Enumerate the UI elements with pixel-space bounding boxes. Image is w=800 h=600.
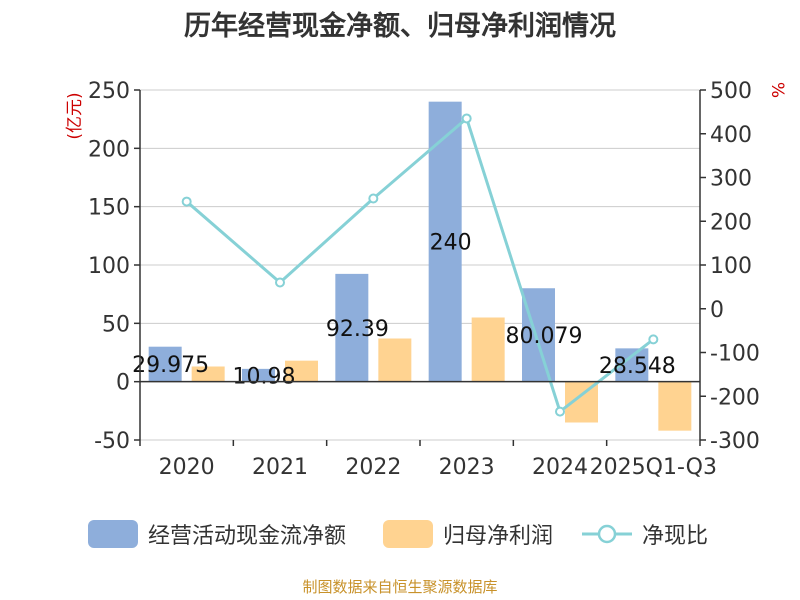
left-tick-label: 150 xyxy=(88,196,130,221)
legend-label-profit: 归母净利润 xyxy=(443,524,554,549)
bar-cash xyxy=(428,101,462,382)
bar-cash xyxy=(335,273,369,382)
legend-label-cash: 经营活动现金流净额 xyxy=(148,524,347,549)
legend: 经营活动现金流净额 归母净利润 净现比 xyxy=(0,518,800,552)
data-label-cash: 240 xyxy=(430,231,472,256)
bar-profit xyxy=(285,360,318,382)
legend-item-cash[interactable]: 经营活动现金流净额 xyxy=(88,518,346,550)
left-tick-label: 200 xyxy=(88,137,130,162)
right-tick-label: -200 xyxy=(710,385,760,410)
bars xyxy=(148,101,692,431)
right-tick-label: 100 xyxy=(710,254,752,279)
bar-profit xyxy=(378,338,412,382)
left-axis-unit: (亿元) xyxy=(65,92,85,139)
bar-cash xyxy=(242,368,275,382)
data-label-cash: 10.98 xyxy=(233,364,296,389)
chart-title: 历年经营现金净额、归母净利润情况 xyxy=(184,11,616,42)
x-tick-label: 2024 xyxy=(532,455,588,480)
bar-profit xyxy=(658,381,692,431)
left-tick-label: 250 xyxy=(88,79,130,104)
x-tick-label: 2025Q1-Q3 xyxy=(590,455,717,480)
left-tick-label: -50 xyxy=(94,429,130,454)
data-label-cash: 92.39 xyxy=(326,317,389,342)
source-note: 制图数据来自恒生聚源数据库 xyxy=(302,578,498,596)
data-labels: 29.975 10.98 92.39 240 80.079 28.548 xyxy=(132,231,676,390)
ratio-line xyxy=(181,113,659,417)
legend-item-ratio[interactable]: 净现比 xyxy=(582,518,708,550)
x-tick-label: 2020 xyxy=(159,455,215,480)
right-tick-label: 400 xyxy=(710,123,752,148)
bar-cash xyxy=(522,288,555,382)
legend-swatch-ratio xyxy=(582,524,632,544)
legend-swatch-cash xyxy=(88,520,138,548)
bar-profit xyxy=(191,366,225,382)
x-tick-label: 2022 xyxy=(345,455,401,480)
legend-item-profit[interactable]: 归母净利润 xyxy=(383,518,553,550)
data-label-cash: 80.079 xyxy=(506,324,583,349)
legend-swatch-profit xyxy=(383,520,433,548)
grid-lines xyxy=(140,89,700,441)
x-tick-label: 2023 xyxy=(439,455,495,480)
x-tick-label: 2021 xyxy=(252,455,308,480)
right-tick-label: 0 xyxy=(710,298,724,323)
right-axis-unit: % xyxy=(767,82,787,98)
right-tick-label: 200 xyxy=(710,210,752,235)
ratio-point xyxy=(648,334,659,345)
ratio-point xyxy=(368,193,379,204)
ratio-point xyxy=(275,277,285,288)
legend-label-ratio: 净现比 xyxy=(642,524,709,549)
data-label-cash: 29.975 xyxy=(132,353,209,378)
ratio-point xyxy=(181,196,192,207)
left-tick-label: 0 xyxy=(116,371,130,396)
ratio-point xyxy=(555,406,565,417)
bar-profit xyxy=(471,317,505,382)
left-tick-label: 50 xyxy=(102,312,130,337)
bar-cash xyxy=(148,346,182,382)
left-tick-label: 100 xyxy=(88,254,130,279)
ratio-point xyxy=(461,113,472,124)
ratio-polyline xyxy=(185,115,655,415)
data-label-cash: 28.548 xyxy=(599,354,676,379)
right-tick-label: -100 xyxy=(710,342,760,367)
right-tick-label: 500 xyxy=(710,79,752,104)
right-tick-label: 300 xyxy=(710,167,752,192)
axes: 250200150100500-505004003002001000-100-2… xyxy=(65,79,787,480)
right-tick-label: -300 xyxy=(710,429,760,454)
